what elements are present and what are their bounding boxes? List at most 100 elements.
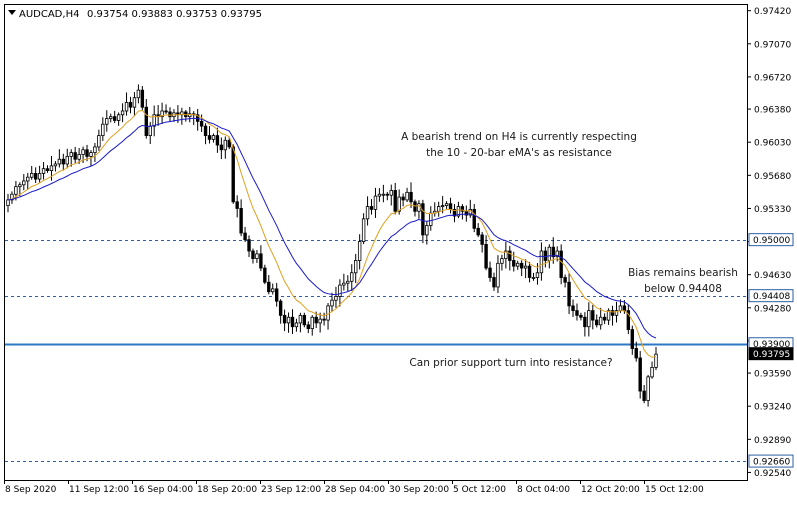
candle-body [77,154,81,160]
candle-body [365,206,370,220]
candle [278,299,283,324]
candle [436,201,441,217]
candle [243,226,247,242]
candle-body [61,158,66,165]
candle [30,165,34,180]
candle-body [14,186,18,195]
candle [630,325,634,355]
candle [642,384,646,404]
candle-body [357,241,362,261]
candle [294,318,299,332]
candle-body [57,158,62,165]
candle [330,292,334,313]
candle [239,199,243,237]
y-tick-label: 0.97070 [754,40,791,50]
candle [587,302,591,337]
candle [602,313,607,325]
y-tick-label: 0.96030 [754,139,791,149]
candle [508,245,512,271]
candle [381,184,386,203]
candle [235,195,239,218]
candle-body [614,310,619,316]
candle [290,309,295,335]
candle-body [93,146,97,154]
candle [247,235,251,258]
candle-body [476,227,480,236]
candle-body [555,250,559,258]
x-tick-label: 15 Oct 12:00 [645,485,704,495]
candle [500,254,504,271]
x-tick-label: 8 Oct 04:00 [517,485,570,495]
x-tick-label: 16 Sep 04:00 [133,485,193,495]
candle-body [484,243,488,269]
candle-body [346,280,350,284]
candle-body [144,106,148,136]
candle [579,312,583,321]
candle [274,282,279,307]
x-tick-label: 12 Oct 20:00 [581,485,640,495]
candle-body [65,155,69,165]
level-tag-1: 0.94408 [753,292,790,302]
candle-body [492,277,496,288]
candle [484,235,488,271]
candle [567,273,571,315]
x-tick-label: 30 Sep 20:00 [389,485,449,495]
candle-body [128,102,133,108]
candle [595,314,599,328]
candle-body [53,163,58,167]
candle-body [516,262,520,267]
candle-body [290,316,295,328]
candle-body [267,281,271,293]
candle [452,204,457,223]
candle [267,275,271,295]
candle [116,112,121,126]
candle-body [306,324,310,330]
caret-down-icon[interactable] [8,10,16,15]
candle-body [10,193,14,201]
candle [598,307,603,330]
candle-body [385,193,390,196]
candle [255,250,259,263]
candle-body [425,225,429,236]
candle [393,182,397,215]
y-tick-label: 0.95330 [754,205,791,215]
x-axis: 8 Sep 2020 11 Sep 12:00 16 Sep 04:00 18 Sep… [4,480,704,495]
candle-body [504,250,508,259]
candle [480,231,484,253]
candle-body [132,97,137,108]
candle [73,146,77,164]
candle-body [286,316,291,324]
candle-body [69,152,73,157]
plot-frame [4,4,748,481]
candle [334,286,338,308]
candle-body [567,281,571,307]
candle-body [152,114,156,127]
candle [302,312,307,328]
candle [563,274,567,288]
candle-body [602,316,607,321]
candle-body [413,201,417,212]
candle-body [271,288,275,293]
level-tag-0-box [748,233,794,247]
candle-body [255,253,259,259]
candle [57,149,62,168]
ema-slow-line [7,117,657,339]
candle [535,263,540,285]
candle [369,199,374,215]
annotation-1-line-0: Bias remains bearish [628,267,738,279]
candle [77,147,81,164]
candle [610,305,615,326]
candle [338,279,342,307]
candle [377,188,382,202]
candle-body [373,195,378,210]
candle-body [302,314,307,326]
candle-body [429,212,433,226]
candle-body [535,272,540,278]
candle [109,113,113,123]
candle [26,172,30,190]
candle-body [551,246,555,258]
candle [488,261,492,282]
